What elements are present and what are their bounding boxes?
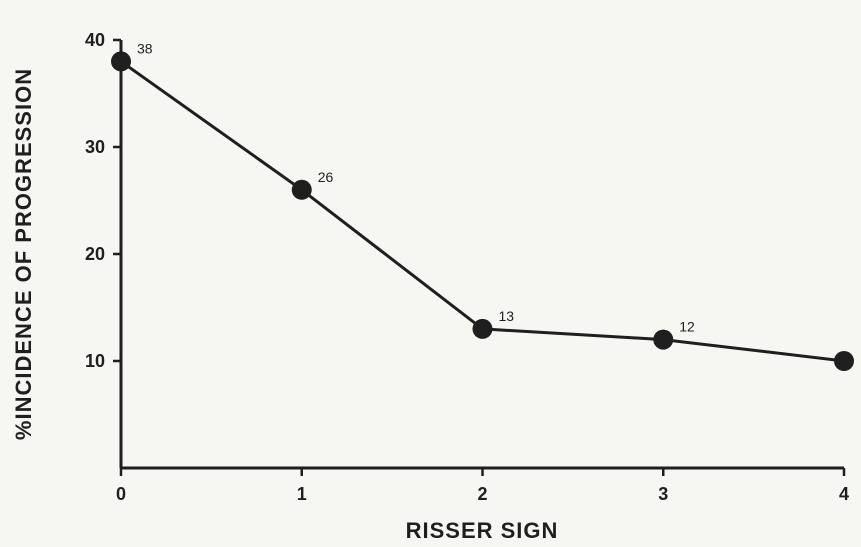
data-label-2: 13 [499,308,515,324]
x-tick-label-2: 2 [477,484,487,504]
y-ticks: 10 20 30 40 [85,30,121,371]
x-axis-title: RISSER SIGN [406,518,559,543]
x-tick-label-4: 4 [839,484,849,504]
data-point-2 [472,318,493,339]
data-point-0 [111,51,131,72]
series-group: 3826131210 [111,40,861,371]
data-point-4 [834,351,854,371]
y-tick-label-10: 10 [85,351,105,371]
x-tick-label-0: 0 [116,484,126,504]
data-point-3 [653,329,674,350]
data-label-1: 26 [318,169,334,185]
y-tick-label-40: 40 [85,30,105,50]
x-ticks: 0 1 2 3 4 [116,468,849,504]
x-tick-label-1: 1 [297,484,307,504]
y-tick-label-20: 20 [85,244,105,264]
data-label-0: 38 [137,40,153,56]
y-tick-label-30: 30 [85,137,105,157]
data-label-3: 12 [679,319,695,335]
x-tick-label-3: 3 [658,484,668,504]
data-point-1 [291,179,312,200]
y-axis-title: %INCIDENCE OF PROGRESSION [11,68,36,440]
